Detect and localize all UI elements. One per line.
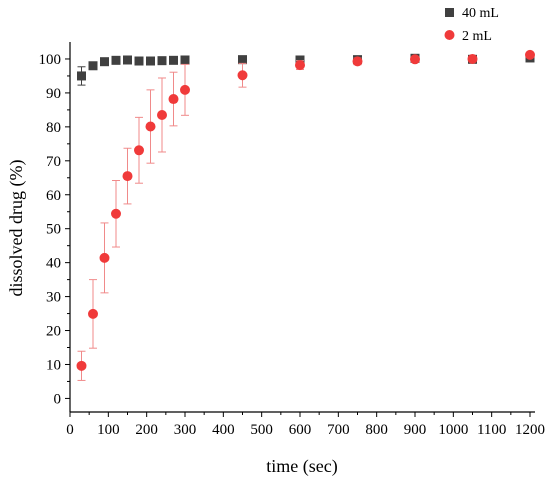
legend-label-40ml: 40 mL	[462, 6, 499, 21]
data-point	[77, 71, 86, 81]
x-tick-label: 400	[212, 422, 235, 438]
y-axis-label: dissolved drug (%)	[6, 160, 27, 297]
data-point	[145, 121, 156, 132]
data-point	[123, 55, 132, 65]
data-point	[237, 70, 248, 81]
data-point	[157, 109, 167, 120]
x-axis-label: time (sec)	[266, 456, 337, 477]
y-tick-label: 90	[46, 86, 61, 102]
data-point	[168, 94, 179, 105]
data-point	[76, 360, 87, 371]
data-point	[238, 55, 247, 65]
y-tick-label: 70	[46, 154, 61, 170]
y-tick-label: 20	[46, 324, 61, 340]
series-40-ml	[77, 53, 535, 86]
x-tick-label: 900	[404, 422, 427, 438]
y-tick-label: 0	[54, 391, 62, 407]
data-point	[88, 61, 98, 71]
x-tick-label: 800	[365, 422, 388, 438]
y-tick-label: 50	[46, 222, 61, 238]
legend-label-2ml: 2 mL	[462, 29, 492, 44]
x-tick-label: 500	[250, 422, 273, 438]
data-point	[99, 252, 110, 263]
data-point	[180, 55, 190, 65]
data-point	[169, 55, 178, 65]
data-point	[111, 208, 121, 219]
data-point	[111, 55, 121, 65]
data-point	[134, 56, 144, 66]
data-point	[295, 60, 305, 71]
data-point	[100, 57, 109, 67]
axes	[69, 42, 535, 413]
legend-marker-40ml	[445, 8, 454, 17]
data-point	[122, 171, 133, 182]
x-tick-label: 600	[289, 422, 312, 438]
x-tick-label: 1000	[438, 422, 468, 438]
y-tick-label: 60	[46, 188, 61, 204]
x-tick-label: 1100	[477, 422, 506, 438]
y-tick-label: 30	[46, 290, 61, 306]
data-point	[352, 56, 363, 67]
data-point	[410, 54, 420, 65]
data-point	[134, 145, 144, 156]
x-tick-label: 1200	[515, 422, 545, 438]
y-tick-label: 40	[46, 256, 61, 272]
x-tick-label: 0	[66, 422, 74, 438]
data-point	[146, 56, 155, 66]
x-axis-ticks: 0 100 200 300 400 500 600 700 800 900 1000 1100 1200	[66, 412, 545, 438]
y-tick-label: 100	[39, 52, 62, 68]
legend-marker-2ml	[444, 30, 455, 40]
y-tick-label: 10	[46, 357, 61, 373]
x-tick-label: 100	[97, 422, 120, 438]
data-point	[157, 56, 167, 66]
data-point	[525, 49, 535, 60]
x-tick-label: 200	[135, 422, 158, 438]
data-point	[467, 53, 478, 64]
data-point	[295, 55, 305, 65]
data-point	[88, 308, 98, 319]
y-axis-ticks: 0 10 20 30 40 50 60 70 80 90 100	[39, 52, 70, 407]
series-2-ml	[76, 49, 535, 381]
data-point	[180, 84, 190, 95]
plot-area	[76, 49, 535, 381]
x-tick-label: 700	[327, 422, 350, 438]
x-tick-label: 300	[174, 422, 197, 438]
legend: 40 mL 2 mL	[444, 6, 499, 44]
y-tick-label: 80	[46, 120, 61, 136]
